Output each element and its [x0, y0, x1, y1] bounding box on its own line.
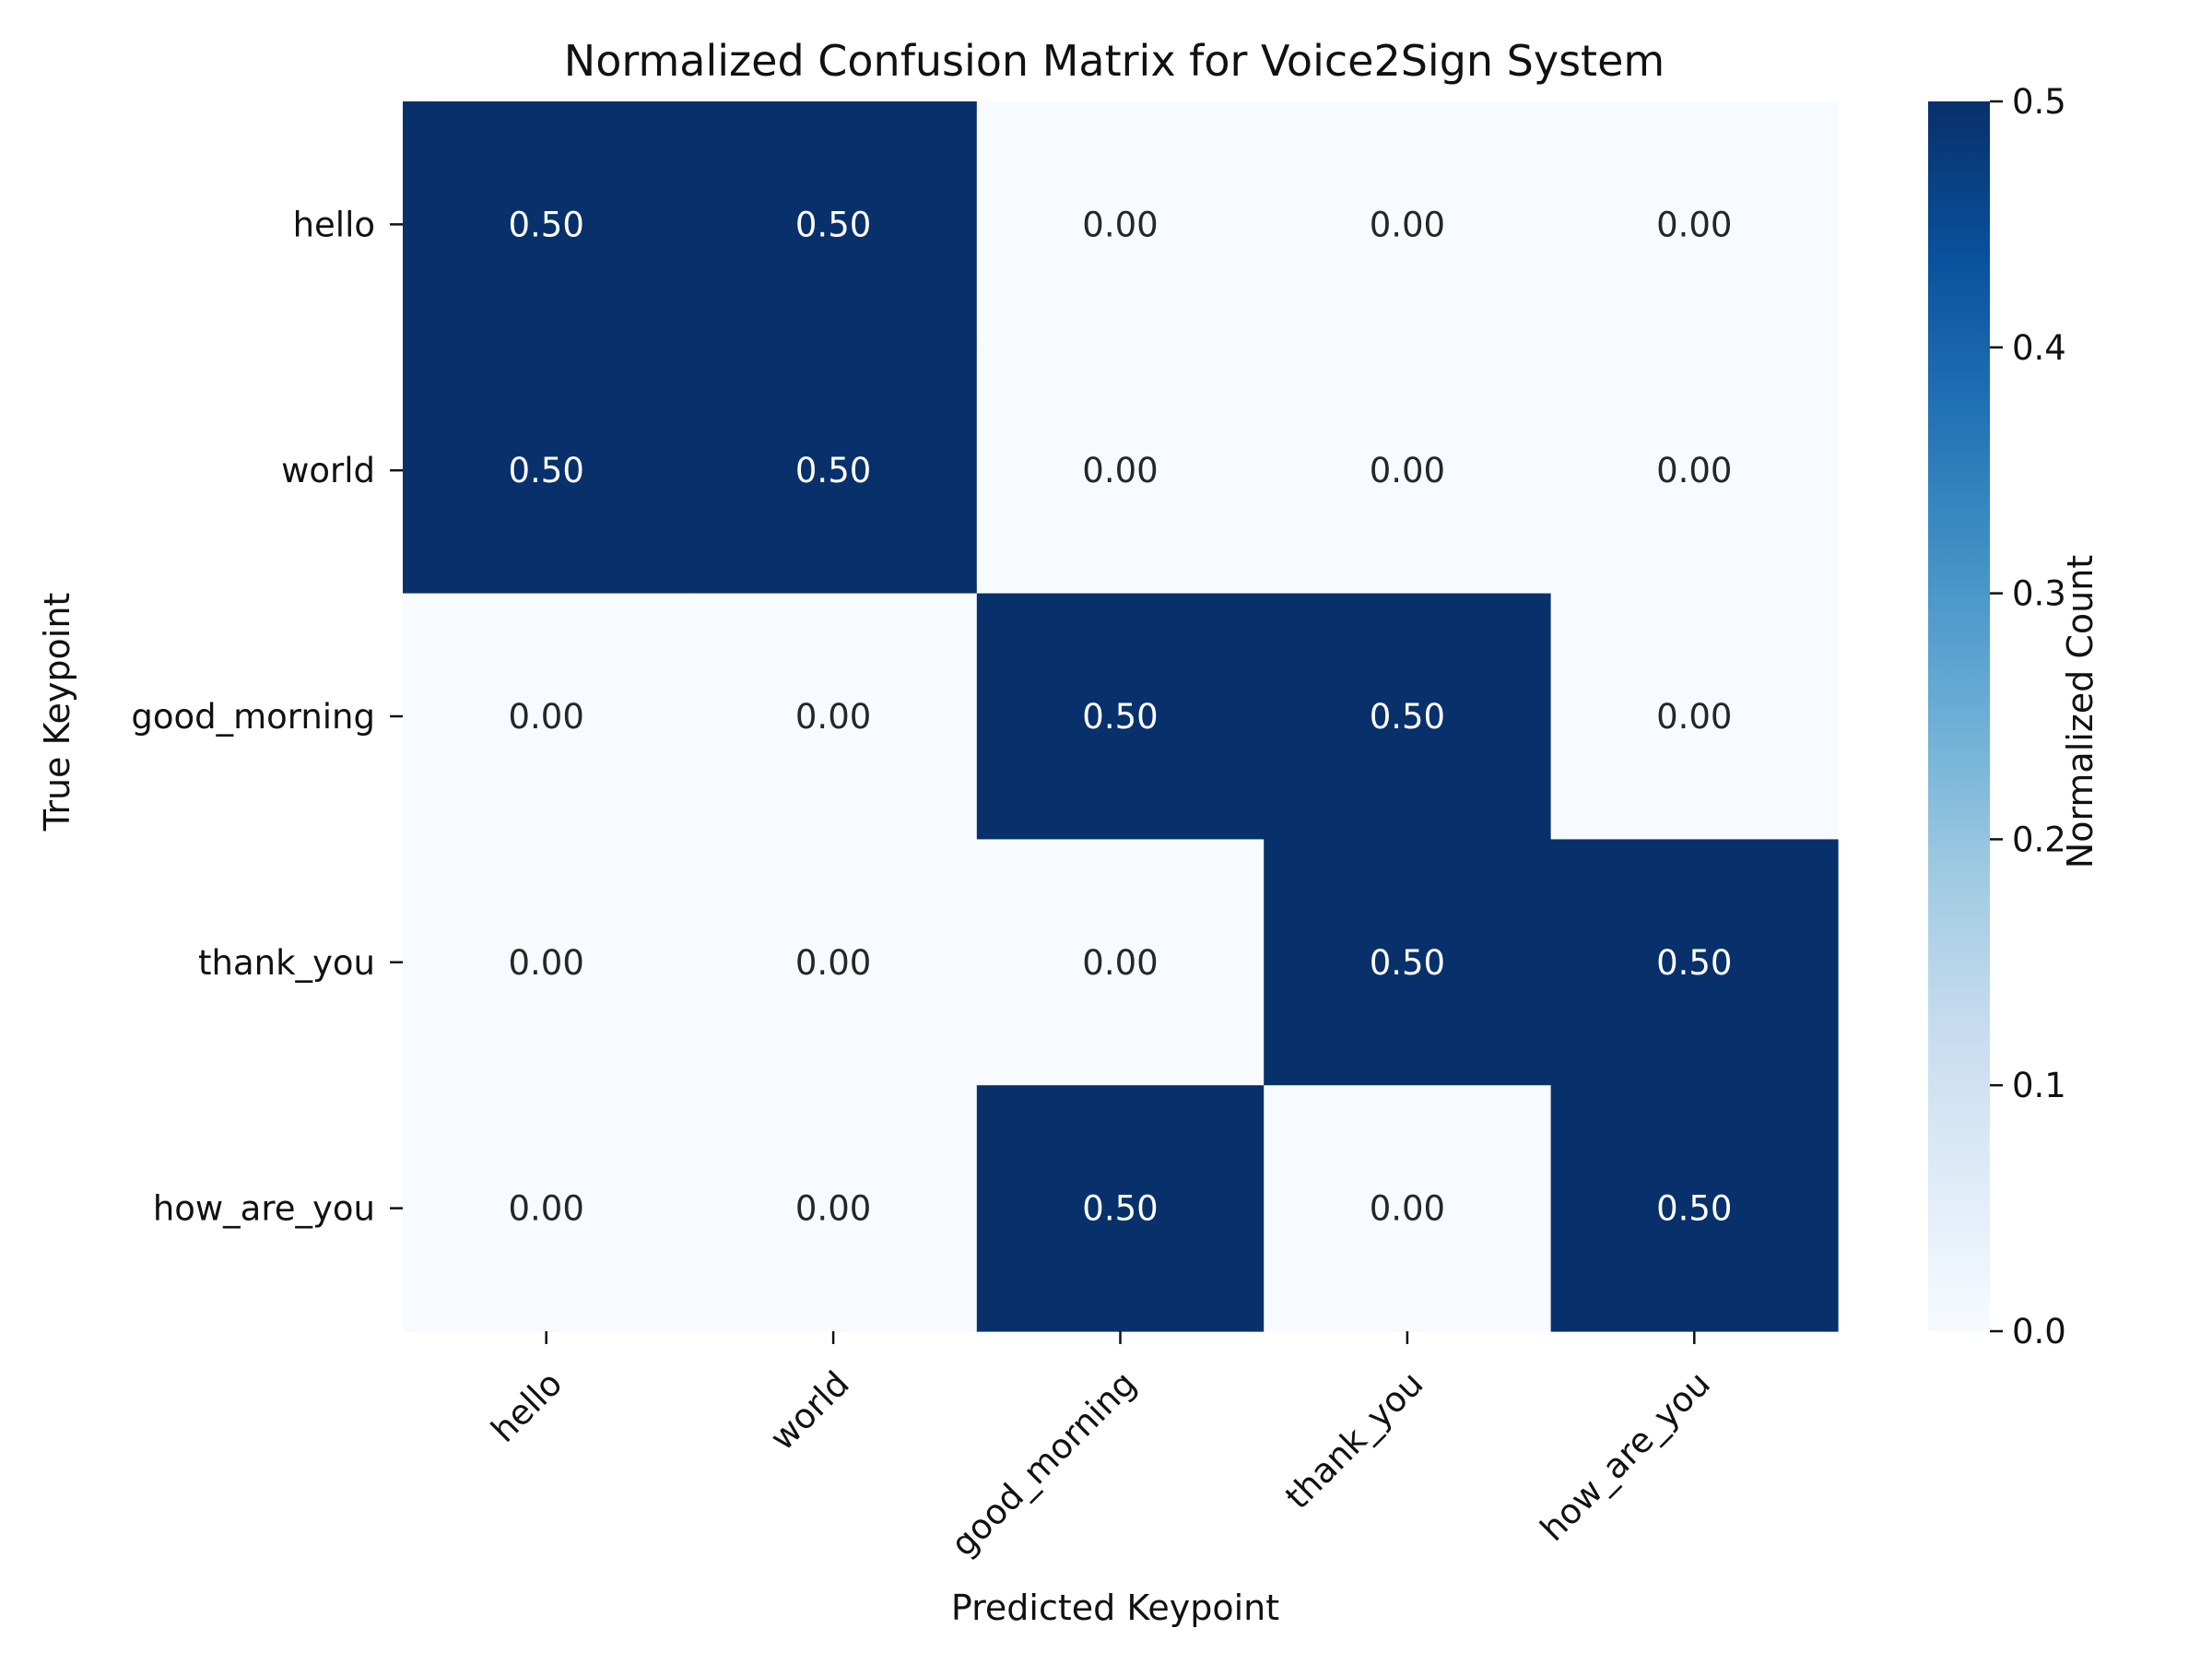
cell-value-label: 0.50 [509, 205, 584, 244]
cell-value-label: 0.00 [795, 1189, 871, 1229]
cell-value-label: 0.50 [795, 451, 871, 490]
cell-value-label: 0.50 [1082, 697, 1158, 737]
heatmap-cell [1550, 101, 1839, 348]
heatmap-cell [689, 839, 978, 1086]
heatmap-cell [1550, 839, 1839, 1086]
heatmap-cell [1264, 347, 1552, 595]
cell-value-label: 0.00 [509, 1189, 584, 1229]
heatmap-cell [403, 1085, 690, 1332]
cell-value-label: 0.50 [795, 205, 871, 244]
heatmap-cell [1264, 839, 1552, 1086]
cell-value-label: 0.50 [1370, 943, 1445, 983]
heatmap-cell [976, 347, 1265, 595]
colorbar [1928, 101, 1990, 1331]
colorbar-ticks: 0.0 0.1 0.2 0.3 0.4 0.5 [1990, 82, 2066, 1351]
heatmap-cell [403, 101, 690, 348]
heatmap-cell [976, 839, 1265, 1086]
cell-value-label: 0.00 [795, 697, 871, 737]
colorbar-tick-label: 0.2 [2012, 820, 2066, 859]
y-tick-label: how_are_you [153, 1189, 375, 1229]
cell-value-label: 0.00 [1082, 943, 1158, 983]
cell-value-label: 0.00 [1082, 451, 1158, 490]
cell-value-label: 0.00 [509, 697, 584, 737]
heatmap-cell [1550, 1085, 1839, 1332]
heatmap-cell [689, 593, 978, 840]
heatmap-cell [1550, 593, 1839, 840]
y-tick-label: hello [293, 205, 375, 244]
colorbar-tick-label: 0.4 [2012, 328, 2066, 368]
y-axis: hello world good_morning thank_you how_are_y… [131, 205, 403, 1229]
heatmap-cell [403, 347, 690, 595]
cell-value-label: 0.00 [1656, 697, 1732, 737]
cell-value-label: 0.50 [1082, 1189, 1158, 1229]
heatmap-cell [689, 101, 978, 348]
heatmap-cell [1264, 101, 1552, 348]
cell-value-label: 0.00 [509, 943, 584, 983]
heatmap-cell [689, 1085, 978, 1332]
heatmap-cell [976, 101, 1265, 348]
heatmap-cell [1264, 593, 1552, 840]
cell-value-label: 0.50 [509, 451, 584, 490]
y-tick-label: good_morning [131, 697, 375, 737]
cell-value-label: 0.50 [1370, 697, 1445, 737]
cell-value-label: 0.00 [795, 943, 871, 983]
heatmap-cell [1264, 1085, 1552, 1332]
cell-value-label: 0.50 [1656, 1189, 1732, 1229]
cell-value-label: 0.00 [1656, 451, 1732, 490]
x-axis-label: Predicted Keypoint [951, 1587, 1279, 1628]
heatmap-cell [403, 593, 690, 840]
colorbar-tick-label: 0.1 [2012, 1066, 2066, 1105]
heatmap-cell [403, 839, 690, 1086]
heatmap-cell [689, 347, 978, 595]
cell-value-label: 0.00 [1370, 205, 1445, 244]
colorbar-tick-label: 0.0 [2012, 1312, 2066, 1351]
heatmap-cell [1550, 347, 1839, 595]
chart-title: Normalized Confusion Matrix for Voice2Si… [564, 36, 1665, 86]
colorbar-label: Normalized Count [2060, 555, 2100, 868]
colorbar-tick-label: 0.3 [2012, 574, 2066, 614]
cell-value-label: 0.00 [1082, 205, 1158, 244]
cell-value-label: 0.00 [1370, 451, 1445, 490]
cell-value-label: 0.00 [1370, 1189, 1445, 1229]
y-axis-label: True Keypoint [37, 593, 77, 832]
heatmap-cell [976, 1085, 1265, 1332]
y-tick-label: thank_you [198, 943, 375, 983]
heatmap-cells [403, 101, 1839, 1332]
cell-value-label: 0.00 [1656, 205, 1732, 244]
heatmap-cell [976, 593, 1265, 840]
colorbar-tick-label: 0.5 [2012, 82, 2066, 122]
cell-value-label: 0.50 [1656, 943, 1732, 983]
y-tick-label: world [281, 451, 375, 490]
heatmap-cell-labels: 0.50 0.50 0.00 0.00 0.00 0.50 0.50 0.00 0.00 0.00… [509, 205, 1733, 1228]
